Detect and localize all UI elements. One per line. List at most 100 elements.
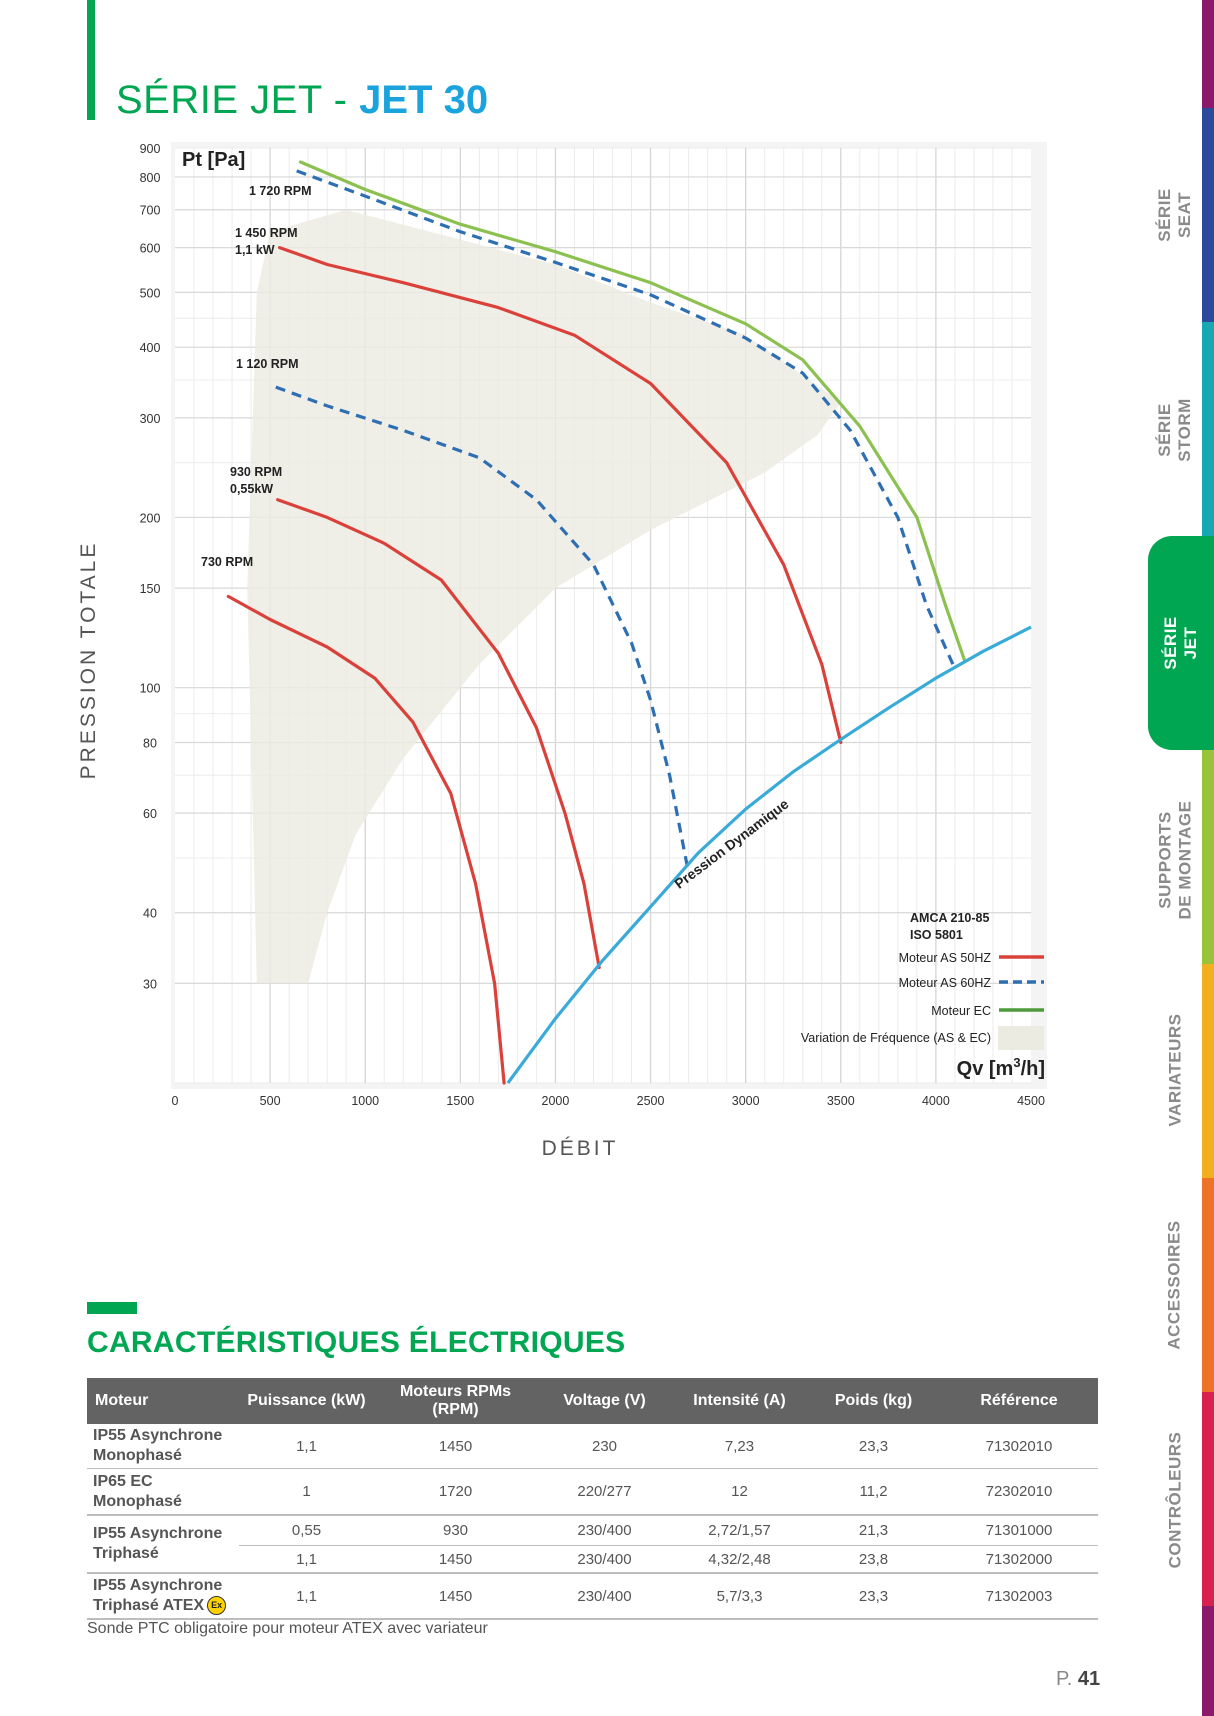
x-unit-label: Qv [m3/h] — [957, 1055, 1045, 1080]
atex-badge-icon: Ex — [207, 1596, 227, 1616]
series-line-5 — [226, 594, 506, 1085]
col-header-power: Puissance (kW) — [239, 1378, 374, 1424]
side-tab-serie-storm[interactable]: SÉRIE STORM — [1155, 398, 1195, 462]
table-row: IP55 Asynchrone Triphasé 0,55 930 230/400… — [87, 1515, 1098, 1574]
cell-rpm: 930 — [374, 1515, 537, 1546]
y-tick-label: 80 — [143, 736, 157, 750]
x-tick-label: 4500 — [1017, 1094, 1045, 1108]
side-tab-serie-seat[interactable]: SÉRIE SEAT — [1155, 188, 1194, 242]
side-tab-variateurs[interactable]: VARIATEURS — [1165, 1013, 1184, 1127]
series-label: 1 450 RPM — [235, 226, 298, 240]
cell-power: 1,1 — [239, 1424, 374, 1469]
x-tick-label: 2000 — [542, 1094, 570, 1108]
x-tick-label: 4000 — [922, 1094, 950, 1108]
section-title: CARACTÉRISTIQUES ÉLECTRIQUES — [87, 1326, 626, 1359]
x-tick-label: 1500 — [446, 1094, 474, 1108]
legend-swatch — [998, 1026, 1044, 1050]
y-tick-label: 60 — [143, 807, 157, 821]
cell-reference: 71302000 — [940, 1545, 1098, 1574]
y-tick-label: 700 — [140, 204, 161, 218]
cell-voltage: 230 — [537, 1424, 672, 1469]
y-tick-label: 200 — [140, 511, 161, 525]
side-tab-controleurs[interactable]: CONTRÔLEURS — [1165, 1431, 1184, 1569]
standard-label: ISO 5801 — [910, 928, 963, 942]
table-row: IP65 EC Monophasé 1 1720 220/277 12 11,2 … — [87, 1468, 1098, 1516]
cell-voltage: 230/400 — [537, 1545, 672, 1574]
cell-reference: 72302010 — [940, 1468, 1098, 1516]
side-color-strip — [1202, 0, 1214, 1716]
cell-voltage: 230/400 — [537, 1515, 672, 1546]
x-tick-label: 3000 — [732, 1094, 760, 1108]
y-tick-label: 600 — [140, 242, 161, 256]
col-header-weight: Poids (kg) — [807, 1378, 940, 1424]
series-line-3 — [275, 385, 691, 874]
legend-label: Moteur AS 60HZ — [899, 976, 992, 990]
cell-power: 1,1 — [239, 1545, 374, 1574]
cell-rpm: 1720 — [374, 1468, 537, 1516]
title-series: SÉRIE JET - — [116, 78, 360, 122]
table-row: IP55 Asynchrone Monophasé 1,1 1450 230 7,… — [87, 1424, 1098, 1469]
cell-weight: 21,3 — [807, 1515, 940, 1546]
cell-rpm: 1450 — [374, 1573, 537, 1620]
cell-weight: 23,3 — [807, 1424, 940, 1469]
table-row: IP55 Asynchrone Triphasé ATEX Ex 1,1 1450 … — [87, 1573, 1098, 1620]
x-tick-label: 1000 — [351, 1094, 379, 1108]
cell-voltage: 230/400 — [537, 1573, 672, 1620]
cell-weight: 23,3 — [807, 1573, 940, 1620]
series-label-power: 1,1 kW — [235, 243, 275, 257]
series-label: 1 120 RPM — [236, 357, 299, 371]
footnote: Sonde PTC obligatoire pour moteur ATEX a… — [87, 1620, 488, 1637]
cell-motor: IP55 Asynchrone Monophasé — [87, 1424, 239, 1469]
x-axis-title: DÉBIT — [542, 1137, 619, 1160]
cell-intensity: 12 — [672, 1468, 807, 1516]
series-line-2 — [278, 246, 843, 745]
series-line-1 — [296, 169, 957, 670]
cell-reference: 71302003 — [940, 1573, 1098, 1620]
y-tick-label: 900 — [140, 142, 161, 156]
cell-power: 1 — [239, 1468, 374, 1516]
cell-intensity: 5,7/3,3 — [672, 1573, 807, 1620]
y-tick-label: 40 — [143, 907, 157, 921]
cell-reference: 71301000 — [940, 1515, 1098, 1546]
series-label-power: 0,55kW — [230, 482, 273, 496]
x-tick-label: 2500 — [637, 1094, 665, 1108]
cell-intensity: 2,72/1,57 — [672, 1515, 807, 1546]
electrical-specs-table: Moteur Puissance (kW) Moteurs RPMs (RPM)… — [87, 1378, 1098, 1620]
x-tick-label: 0 — [172, 1094, 179, 1108]
cell-reference: 71302010 — [940, 1424, 1098, 1469]
dynamic-pressure-line — [506, 625, 1032, 1084]
table-header-row: Moteur Puissance (kW) Moteurs RPMs (RPM)… — [87, 1378, 1098, 1424]
y-unit-label: Pt [Pa] — [182, 149, 245, 171]
y-tick-label: 300 — [140, 412, 161, 426]
legend-label: Variation de Fréquence (AS & EC) — [801, 1031, 991, 1045]
legend-label: Moteur EC — [931, 1004, 991, 1018]
side-tab-accessoires[interactable]: ACCESSOIRES — [1165, 1220, 1184, 1350]
side-tab-supports[interactable]: SUPPORTS DE MONTAGE — [1155, 800, 1194, 920]
cell-motor: IP55 Asynchrone Triphasé ATEX Ex — [87, 1573, 239, 1620]
side-tab-serie-jet[interactable]: SÉRIE JET — [1148, 536, 1214, 750]
cell-motor: IP55 Asynchrone Triphasé — [87, 1515, 239, 1574]
cell-power: 0,55 — [239, 1515, 374, 1546]
standard-label: AMCA 210-85 — [910, 911, 989, 925]
series-label: 930 RPM — [230, 465, 282, 479]
table-row: 1,1 1450 230/400 4,32/2,48 23,8 71302000 — [87, 1545, 1098, 1574]
y-tick-label: 100 — [140, 682, 161, 696]
cell-rpm: 1450 — [374, 1545, 537, 1574]
col-header-reference: Référence — [940, 1378, 1098, 1424]
col-header-motor: Moteur — [87, 1378, 239, 1424]
series-line-4 — [276, 498, 601, 970]
x-tick-label: 500 — [260, 1094, 281, 1108]
col-header-voltage: Voltage (V) — [537, 1378, 672, 1424]
title-accent-bar — [87, 0, 95, 120]
cell-motor: IP65 EC Monophasé — [87, 1468, 239, 1516]
x-tick-label: 3500 — [827, 1094, 855, 1108]
cell-intensity: 7,23 — [672, 1424, 807, 1469]
y-axis-title: PRESSION TOTALE — [77, 541, 100, 780]
y-tick-label: 500 — [140, 286, 161, 300]
cell-voltage: 220/277 — [537, 1468, 672, 1516]
page-title: SÉRIE JET - JET 30 — [116, 76, 488, 124]
y-tick-label: 800 — [140, 171, 161, 185]
cell-power: 1,1 — [239, 1573, 374, 1620]
title-model: JET 30 — [359, 78, 489, 122]
col-header-rpm: Moteurs RPMs (RPM) — [374, 1378, 537, 1424]
